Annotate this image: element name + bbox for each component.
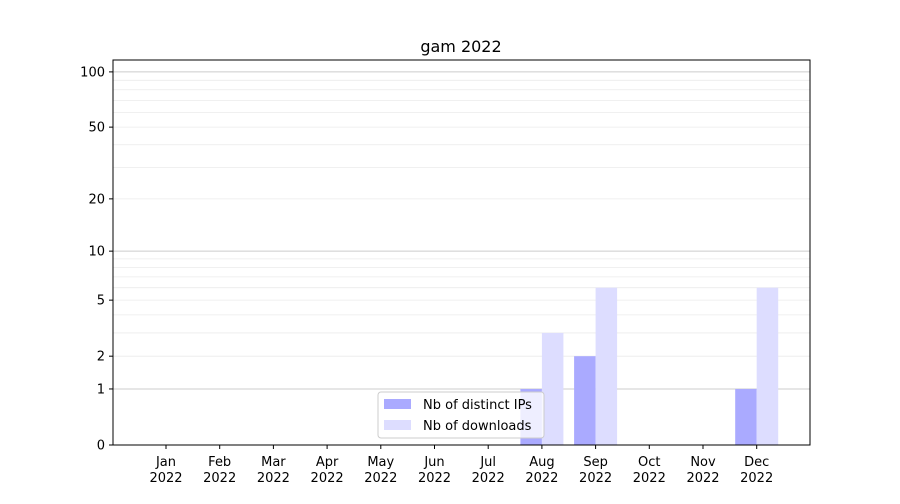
y-tick-label: 50 bbox=[88, 121, 105, 136]
x-tick-label-year: 2022 bbox=[525, 471, 558, 486]
bar-downloads bbox=[541, 332, 564, 445]
legend-label-downloads: Nb of downloads bbox=[423, 419, 532, 434]
legend-swatch-ips bbox=[384, 399, 411, 409]
legend-swatch-downloads bbox=[384, 420, 411, 430]
y-tick-label: 2 bbox=[97, 350, 105, 365]
x-tick-label-year: 2022 bbox=[579, 471, 612, 486]
x-tick-label-year: 2022 bbox=[257, 471, 290, 486]
y-tick-label: 100 bbox=[80, 65, 105, 80]
x-tick-label-month: May bbox=[367, 455, 394, 470]
x-tick-label-month: Oct bbox=[638, 455, 660, 470]
chart-title: gam 2022 bbox=[420, 37, 501, 56]
y-axis: 0 1 2 5 10 20 50 100 bbox=[80, 65, 113, 454]
y-tick-label: 20 bbox=[88, 192, 105, 207]
bar-downloads bbox=[756, 287, 779, 445]
x-tick-label-month: Feb bbox=[208, 455, 231, 470]
bar-distinct-ips bbox=[574, 356, 596, 445]
x-tick-label-year: 2022 bbox=[686, 471, 719, 486]
x-tick-label-month: Jun bbox=[423, 455, 444, 470]
x-tick-label-year: 2022 bbox=[418, 471, 451, 486]
x-tick-label-month: Jan bbox=[155, 455, 176, 470]
x-tick-label-year: 2022 bbox=[472, 471, 505, 486]
bars bbox=[520, 287, 779, 445]
x-tick-label-month: Mar bbox=[261, 455, 286, 470]
y-tick-label: 10 bbox=[88, 245, 105, 260]
plot-frame bbox=[112, 59, 811, 446]
x-tick-label-year: 2022 bbox=[311, 471, 344, 486]
y-tick-label: 1 bbox=[97, 382, 105, 397]
bar-distinct-ips bbox=[735, 388, 757, 445]
x-tick-label-year: 2022 bbox=[740, 471, 773, 486]
x-tick-label-year: 2022 bbox=[633, 471, 666, 486]
x-tick-label-month: Jul bbox=[479, 455, 496, 470]
x-tick-label-year: 2022 bbox=[149, 471, 182, 486]
x-tick-label-year: 2022 bbox=[364, 471, 397, 486]
x-tick-label-month: Sep bbox=[583, 455, 608, 470]
legend: Nb of distinct IPs Nb of downloads bbox=[377, 391, 545, 439]
x-tick-label-month: Nov bbox=[690, 455, 716, 470]
x-tick-label-year: 2022 bbox=[203, 471, 236, 486]
bar-downloads bbox=[595, 287, 618, 445]
legend-box bbox=[377, 391, 545, 439]
y-tick-label: 5 bbox=[97, 294, 105, 309]
grid bbox=[113, 71, 810, 390]
x-tick-label-month: Dec bbox=[744, 455, 769, 470]
x-axis: Jan2022Feb2022Mar2022Apr2022May2022Jun20… bbox=[149, 445, 773, 486]
x-tick-label-month: Apr bbox=[316, 455, 339, 470]
y-tick-label: 0 bbox=[97, 439, 105, 454]
legend-label-ips: Nb of distinct IPs bbox=[423, 398, 532, 413]
x-tick-label-month: Aug bbox=[529, 455, 554, 470]
